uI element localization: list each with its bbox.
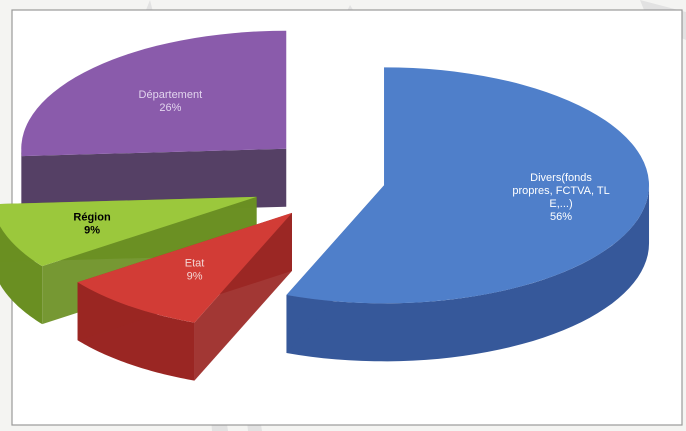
slice-label-region: Région 9% [73, 212, 111, 237]
slice-etat-top [77, 212, 292, 323]
slice-label-departement: Département 26% [139, 89, 203, 114]
slice-pct-label: 26% [159, 102, 181, 114]
slice-divers-fonds-propres-fctva-tle-side [286, 185, 650, 362]
slice-name-label: Région [73, 212, 111, 224]
slice-pct-label: 9% [84, 225, 100, 237]
slice-departement [21, 30, 287, 215]
slice-pct-label: 56% [550, 211, 572, 223]
slice-divers-fonds-propres-fctva-tle [286, 67, 650, 362]
slice-etat [77, 212, 292, 381]
slice-departement-edge-0 [21, 148, 287, 215]
slice-name-label: Etat [185, 257, 205, 269]
pie-slices [0, 30, 650, 381]
slice-divers-fonds-propres-fctva-tle-top [286, 67, 650, 304]
slice-pct-label: 9% [187, 270, 203, 282]
slice-labels: Département 26% Divers(fonds propres, FCTVA… [73, 89, 609, 283]
slice-region-top [0, 196, 257, 267]
slice-departement-top [21, 30, 287, 157]
slice-name-label: Département [139, 89, 203, 101]
slice-name-label: E,...) [549, 198, 572, 210]
slice-name-label: propres, FCTVA, TL [512, 185, 609, 197]
slice-label-divers-fonds-propres-fctva-tle: Divers(fonds propres, FCTVA, TL E,...) 56% [512, 172, 609, 223]
slice-label-etat: Etat 9% [185, 257, 205, 282]
slice-departement-side [21, 148, 22, 215]
slice-name-label: Divers(fonds [530, 172, 592, 184]
